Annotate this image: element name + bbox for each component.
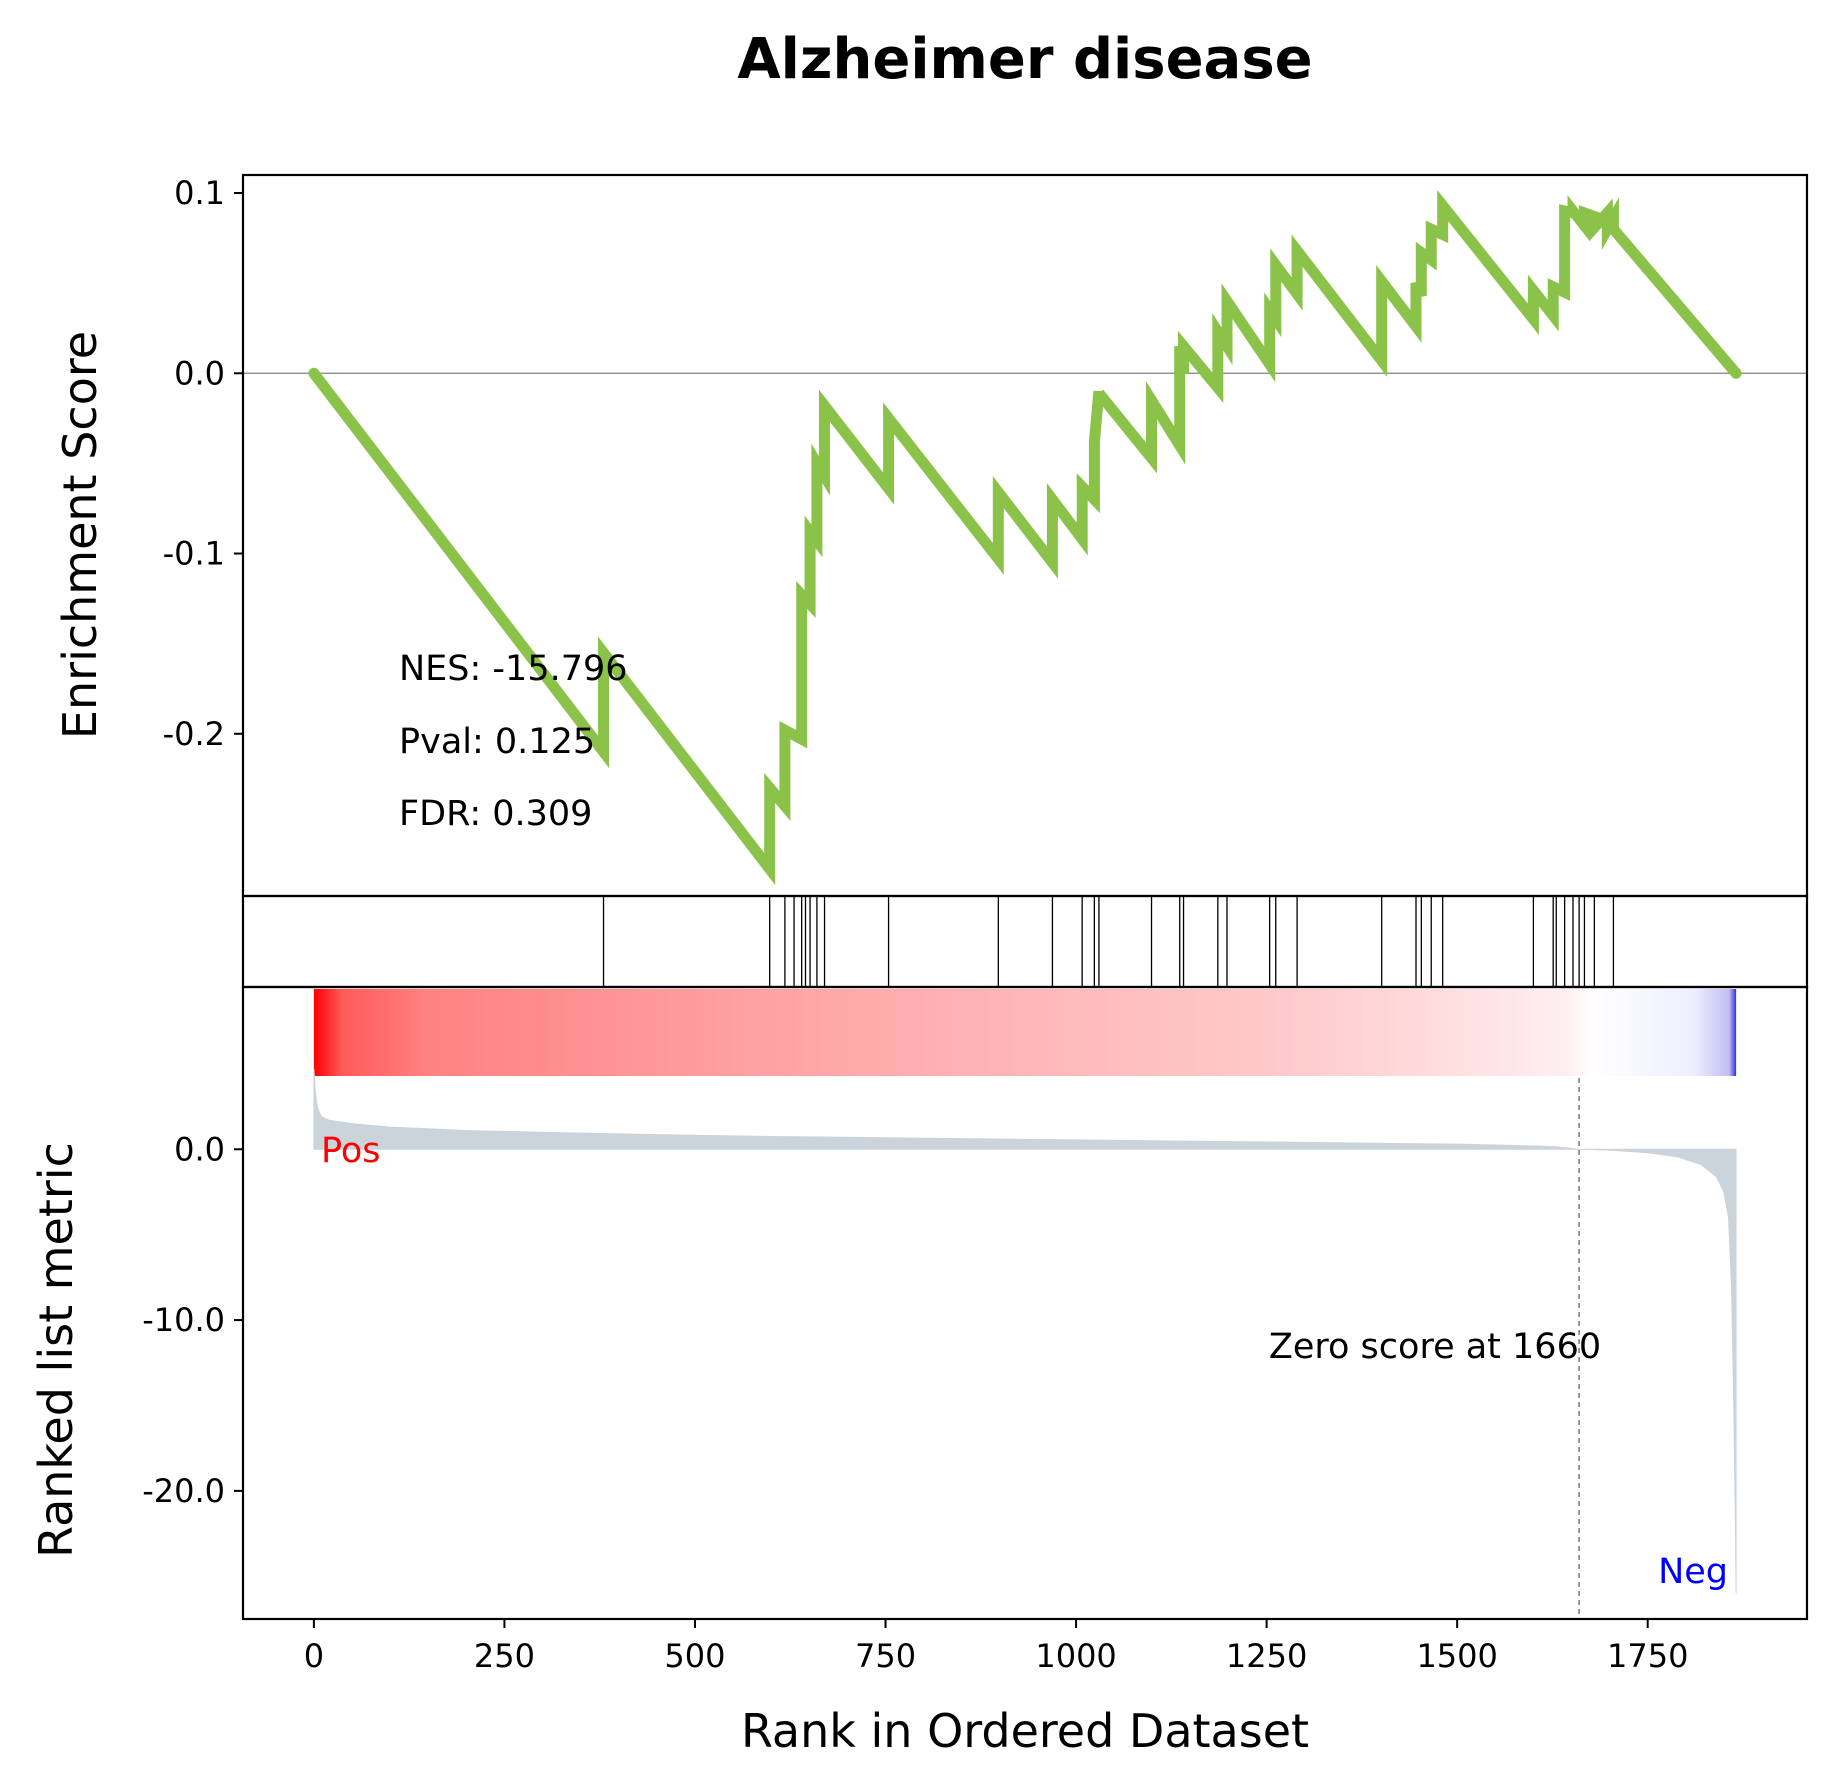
pos-label: Pos: [321, 1131, 381, 1171]
x-tick-label: 1250: [1226, 1637, 1307, 1675]
x-tick-label: 0: [304, 1637, 324, 1675]
rank-y-axis-label: Ranked list metric: [29, 1142, 83, 1558]
es-panel: 0.1 0.0 -0.1 -0.2 Enrichment Score NES: -15…: [53, 173, 1809, 898]
x-tick-label: 1000: [1035, 1637, 1116, 1675]
nes-stat: NES: -15.796: [399, 649, 628, 689]
rank-y-ticks: 0.0 -10.0 -20.0: [142, 1130, 243, 1510]
es-y-tick-label: 0.1: [174, 174, 225, 212]
x-axis-ticks: 0 250 500 750 1000 1250 1500 1750: [304, 1619, 1688, 1675]
es-y-axis-label: Enrichment Score: [53, 331, 107, 739]
zero-score-annotation: Zero score at 1660: [1269, 1327, 1601, 1367]
x-tick-label: 1750: [1607, 1637, 1688, 1675]
x-tick-label: 250: [474, 1637, 535, 1675]
ranked-metric-area: [313, 1068, 1737, 1594]
hits-panel: [241, 894, 1809, 989]
es-y-tick-label: -0.2: [163, 715, 225, 753]
es-y-tick-label: 0.0: [174, 354, 225, 392]
rank-colorbar: [313, 989, 1737, 1076]
rank-y-tick-label: 0.0: [174, 1130, 225, 1168]
x-axis-label: Rank in Ordered Dataset: [741, 1704, 1309, 1758]
chart-title: Alzheimer disease: [737, 27, 1312, 92]
rank-y-tick-label: -10.0: [142, 1301, 225, 1339]
neg-label: Neg: [1658, 1552, 1728, 1592]
x-tick-label: 1500: [1416, 1637, 1497, 1675]
pval-stat: Pval: 0.125: [399, 722, 595, 762]
hit-lines: [602, 896, 1615, 987]
es-y-tick-label: -0.1: [163, 535, 225, 573]
rank-panel-frame: [241, 985, 1809, 1621]
rank-y-tick-label: -20.0: [142, 1472, 225, 1510]
rank-panel: 0.0 -10.0 -20.0 0 250 500 750 1000 1250 1500 1750…: [29, 985, 1809, 1758]
x-tick-label: 750: [855, 1637, 916, 1675]
es-series-line: [308, 189, 1742, 886]
fdr-stat: FDR: 0.309: [399, 794, 592, 834]
x-tick-label: 500: [664, 1637, 725, 1675]
es-y-ticks: 0.1 0.0 -0.1 -0.2: [163, 174, 243, 753]
